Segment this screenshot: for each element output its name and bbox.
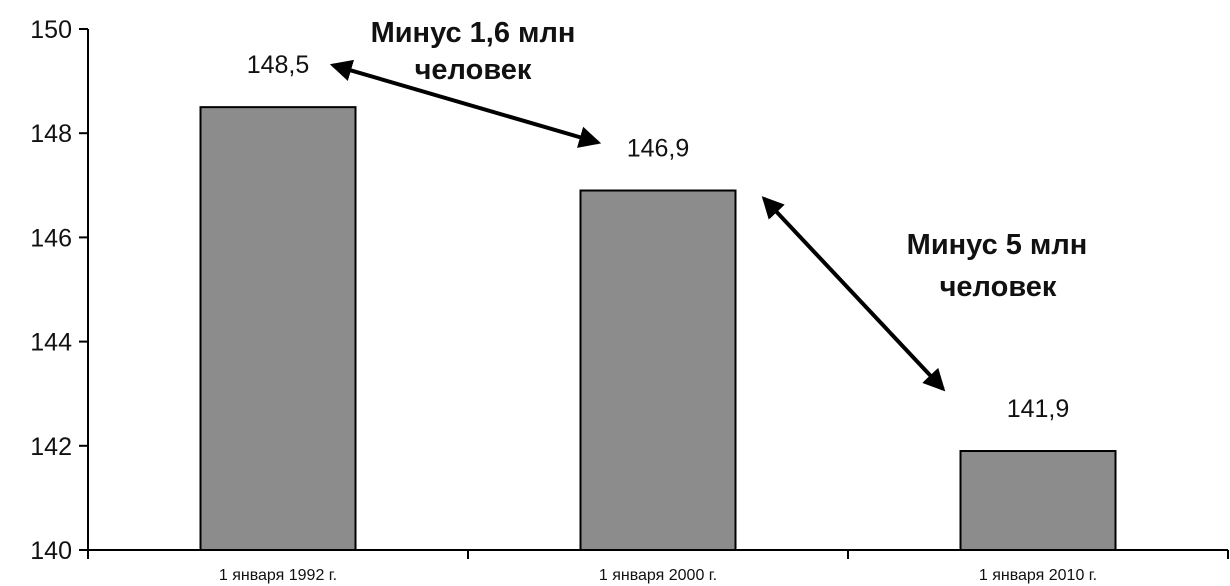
x-category-label: 1 января 1992 г. — [219, 567, 337, 584]
y-tick-label: 142 — [30, 433, 72, 461]
bar-value-label: 146,9 — [627, 135, 690, 163]
y-tick-label: 140 — [30, 537, 72, 565]
y-tick-label: 144 — [30, 329, 72, 357]
annotation-line: человек — [415, 54, 532, 86]
bars-layer — [199, 106, 1117, 552]
bar — [959, 450, 1117, 552]
annotation-line: Минус 1,6 млн — [371, 17, 576, 49]
annotation-label: Минус 1,6 млн человек — [371, 17, 576, 86]
bar — [579, 189, 737, 551]
labels-layer: 148,5 1 января 1992 г. 146,9 1 января 2000 … — [219, 51, 1097, 584]
y-tick-label: 150 — [30, 16, 72, 44]
bar-value-label: 141,9 — [1007, 395, 1070, 423]
bar — [199, 106, 357, 552]
x-category-label: 1 января 2010 г. — [979, 567, 1097, 584]
y-tick-label: 148 — [30, 120, 72, 148]
annotations-layer: Минус 1,6 млн человек Минус 5 млн человек — [329, 17, 1088, 392]
bar-value-label: 148,5 — [247, 51, 310, 79]
decline-arrow — [329, 59, 602, 148]
x-category-label: 1 января 2000 г. — [599, 567, 717, 584]
annotation-line: человек — [940, 271, 1057, 303]
annotation-line: Минус 5 млн — [907, 229, 1088, 261]
annotation-label: Минус 5 млн человек — [907, 229, 1088, 303]
decline-arrow — [761, 196, 946, 392]
y-tick-label: 146 — [30, 224, 72, 252]
